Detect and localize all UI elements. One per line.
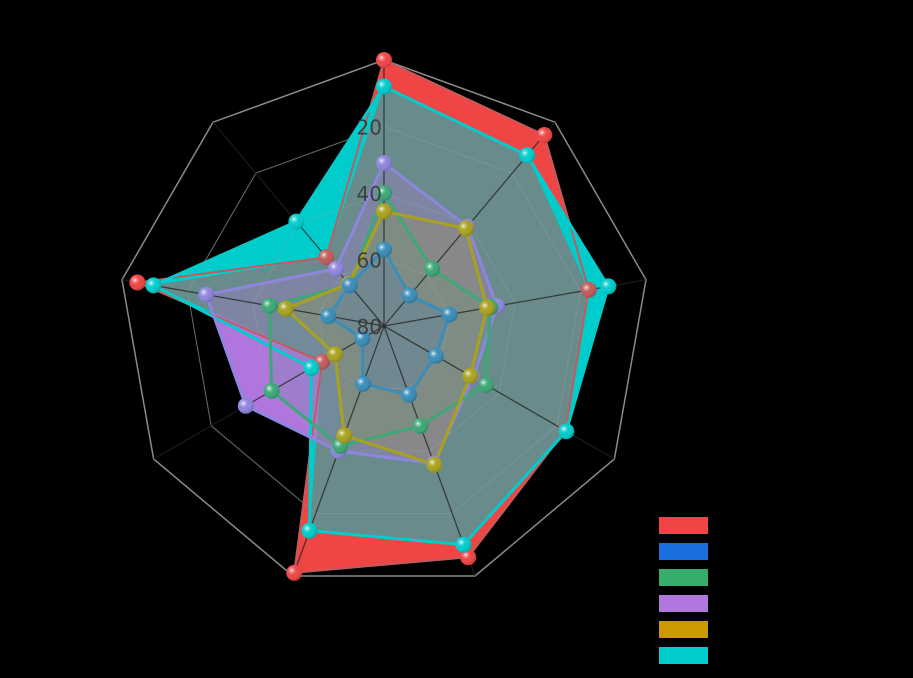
- series-lines: [136, 59, 610, 574]
- legend-swatch: [659, 543, 708, 560]
- data-point-shine: [261, 297, 278, 314]
- data-point-shine: [401, 287, 418, 304]
- legend-item-4[interactable]: [659, 595, 899, 612]
- data-point-shine: [558, 423, 575, 440]
- data-point-shine: [301, 522, 318, 539]
- data-point-shine: [237, 397, 254, 414]
- data-point-shine: [354, 330, 371, 347]
- data-point-shine: [336, 427, 353, 444]
- series-line-2: [326, 248, 451, 397]
- legend-item-6[interactable]: [659, 647, 899, 664]
- data-point-shine: [288, 213, 305, 230]
- series-line-4: [204, 161, 499, 465]
- legend-swatch: [659, 595, 708, 612]
- radial-tick-label: 60: [357, 249, 382, 273]
- series-tint-3: [269, 193, 491, 446]
- data-point-shine: [427, 347, 444, 364]
- data-point-shine: [426, 456, 443, 473]
- data-point-shine: [600, 278, 617, 295]
- data-point-shine: [355, 375, 371, 392]
- legend-item-1[interactable]: [659, 517, 899, 534]
- legend-item-2[interactable]: [659, 543, 899, 560]
- data-point-shine: [477, 376, 494, 393]
- data-point-shine: [455, 536, 472, 553]
- data-point-shine: [286, 564, 303, 581]
- legend: [659, 517, 899, 673]
- data-point-shine: [536, 127, 553, 143]
- series-line-3: [267, 191, 492, 448]
- axis-spoke: [383, 325, 476, 577]
- overlap-fill: [153, 86, 589, 545]
- data-point-shine: [479, 299, 496, 316]
- data-point-shine: [320, 308, 337, 325]
- series-markers: [129, 52, 617, 581]
- data-point-shine: [424, 260, 441, 277]
- data-point-shine: [519, 147, 536, 164]
- grid-ring: [121, 59, 647, 577]
- data-point-shine: [580, 281, 597, 298]
- data-point-shine: [303, 359, 320, 376]
- data-point-shine: [376, 203, 392, 220]
- legend-item-3[interactable]: [659, 569, 899, 586]
- data-point-shine: [376, 241, 392, 258]
- data-point-shine: [412, 418, 429, 434]
- series-line-5: [284, 209, 489, 467]
- data-point-shine: [376, 155, 392, 172]
- data-point-shine: [327, 346, 343, 363]
- data-point-shine: [376, 52, 392, 68]
- radial-tick-label: 40: [357, 182, 382, 206]
- data-point-shine: [327, 260, 344, 277]
- series-tint-2: [328, 249, 450, 395]
- axis-spoke: [121, 279, 385, 327]
- series-line-6: [152, 85, 610, 547]
- legend-swatch: [659, 569, 708, 586]
- data-point-shine: [277, 300, 294, 317]
- data-point-shine: [198, 286, 215, 303]
- legend-swatch: [659, 647, 708, 664]
- legend-swatch: [659, 517, 708, 534]
- data-point-shine: [129, 274, 146, 291]
- radial-tick-labels: 20 40 60 80: [357, 116, 382, 340]
- data-point-shine: [460, 549, 477, 566]
- data-point-shine: [263, 382, 280, 399]
- data-point-shine: [401, 386, 417, 403]
- radial-tick-label: 20: [357, 116, 382, 140]
- axis-spoke: [383, 325, 615, 460]
- data-point-shine: [318, 249, 335, 266]
- data-point-shine: [457, 220, 474, 237]
- radial-tick-label: 80: [357, 315, 382, 339]
- series-line-1: [136, 59, 590, 574]
- legend-swatch: [659, 621, 708, 638]
- legend-item-5[interactable]: [659, 621, 899, 638]
- data-point-shine: [462, 367, 479, 384]
- grid-ring-inner: [186, 125, 582, 514]
- data-point-shine: [376, 78, 392, 95]
- data-point-shine: [376, 185, 392, 201]
- data-point-shine: [145, 277, 162, 294]
- data-point-shine: [341, 277, 358, 294]
- data-point-shine: [441, 306, 458, 323]
